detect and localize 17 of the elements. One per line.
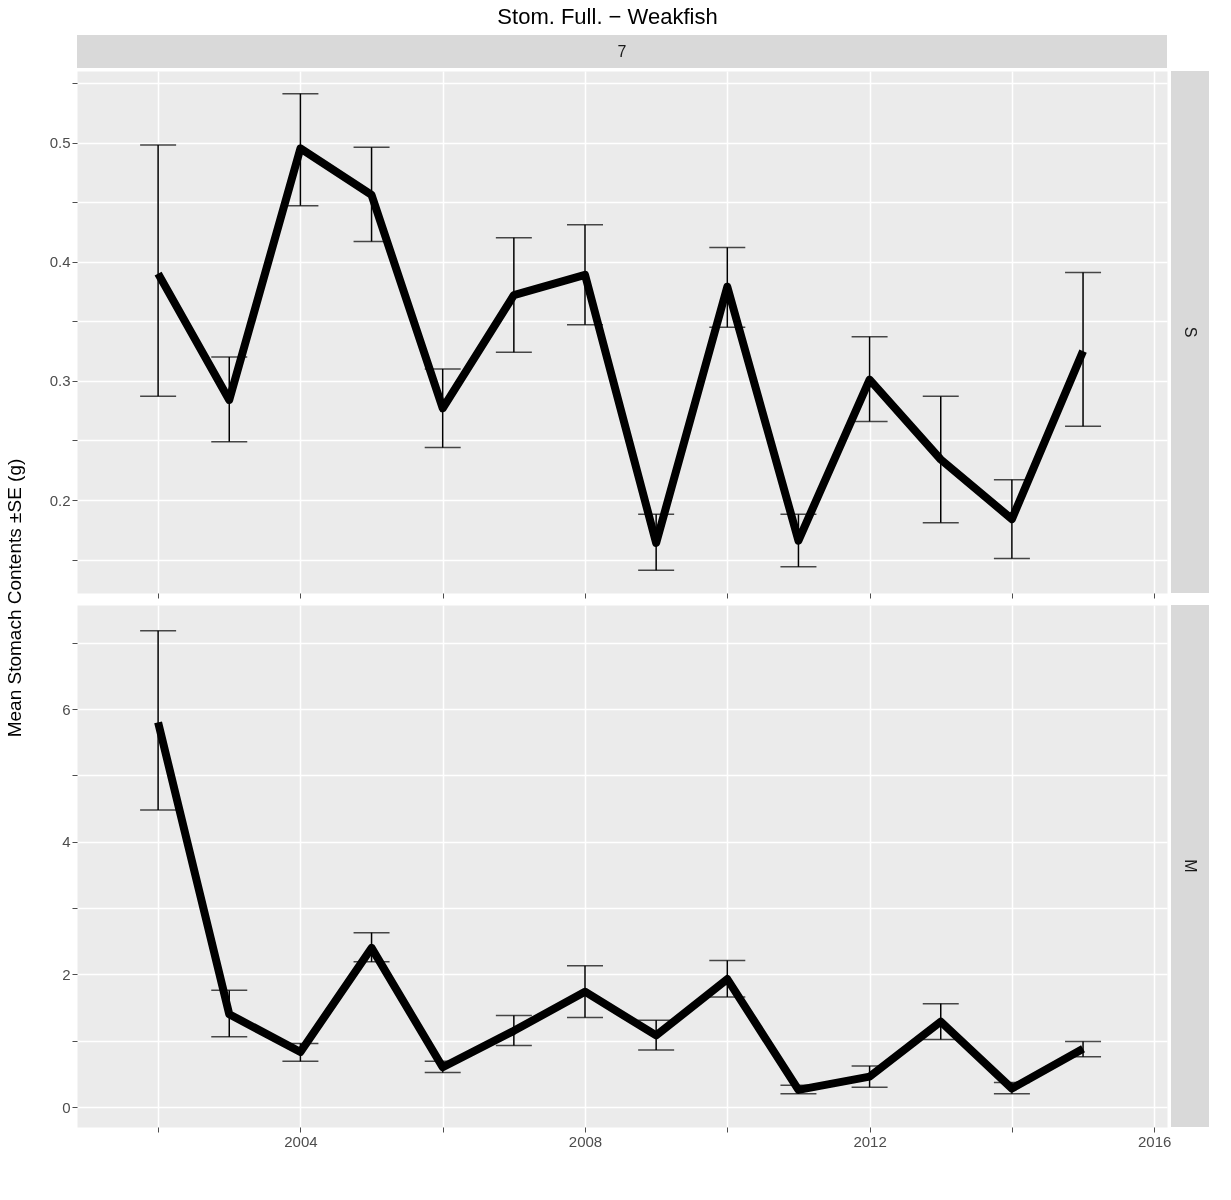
- x-tick-label: 2004: [284, 1132, 318, 1150]
- y-tick-label: 6: [62, 700, 71, 718]
- y-tick-label: 0.5: [49, 134, 71, 152]
- y-tick-label: 0.3: [49, 372, 71, 390]
- y-tick-label: 2: [62, 965, 71, 983]
- y-tick-label: 0.4: [49, 253, 71, 271]
- x-tick-label: 2012: [853, 1132, 887, 1150]
- x-tick-label: 2008: [568, 1132, 603, 1150]
- y-tick-label: 0.2: [49, 491, 71, 509]
- y-axis-title: Mean Stomach Contents ±SE (g): [4, 458, 25, 738]
- x-tick-label: 2016: [1138, 1132, 1172, 1150]
- text: 7: [617, 43, 627, 60]
- y-tick-label: 0: [62, 1098, 71, 1116]
- chart-title: Stom. Full. − Weakfish: [497, 3, 718, 29]
- y-tick-label: 4: [62, 833, 71, 851]
- text: M: [1182, 859, 1199, 873]
- text: S: [1182, 326, 1199, 338]
